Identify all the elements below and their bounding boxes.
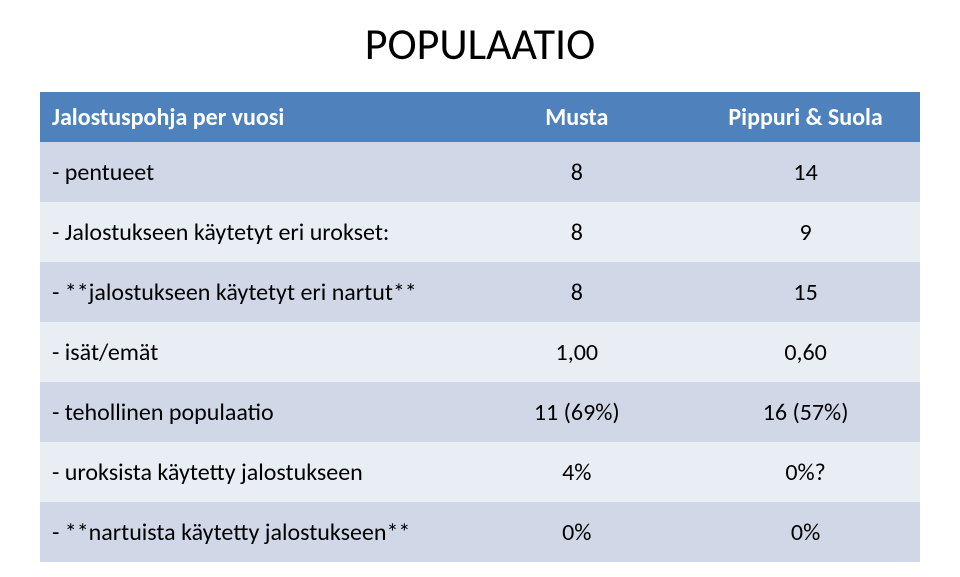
row-value: 0% [691,502,920,562]
col-header-0: Jalostuspohja per vuosi [40,92,462,142]
table-row: - **jalostukseen käytetyt eri nartut** 8… [40,262,920,322]
table-row: - Jalostukseen käytetyt eri urokset: 8 9 [40,202,920,262]
row-value: 0% [462,502,691,562]
col-header-1: Musta [462,92,691,142]
row-value: 14 [691,142,920,202]
row-value: 8 [462,142,691,202]
populaatio-table: Jalostuspohja per vuosi Musta Pippuri & … [40,92,920,562]
row-value: 11 (69%) [462,382,691,442]
row-value: 8 [462,262,691,322]
row-label: - uroksista käytetty jalostukseen [40,442,462,502]
row-label: - tehollinen populaatio [40,382,462,442]
table-row: - tehollinen populaatio 11 (69%) 16 (57%… [40,382,920,442]
row-label: - Jalostukseen käytetyt eri urokset: [40,202,462,262]
table-row: - uroksista käytetty jalostukseen 4% 0%? [40,442,920,502]
table-header-row: Jalostuspohja per vuosi Musta Pippuri & … [40,92,920,142]
row-value: 9 [691,202,920,262]
row-label: - pentueet [40,142,462,202]
row-value: 0,60 [691,322,920,382]
row-value: 8 [462,202,691,262]
table-body: - pentueet 8 14 - Jalostukseen käytetyt … [40,142,920,562]
slide-title: POPULAATIO [40,20,920,68]
row-label: - **jalostukseen käytetyt eri nartut** [40,262,462,322]
row-value: 0%? [691,442,920,502]
row-label: - **nartuista käytetty jalostukseen** [40,502,462,562]
table-row: - **nartuista käytetty jalostukseen** 0%… [40,502,920,562]
row-value: 1,00 [462,322,691,382]
table-row: - pentueet 8 14 [40,142,920,202]
row-value: 4% [462,442,691,502]
slide: POPULAATIO Jalostuspohja per vuosi Musta… [0,0,960,577]
col-header-2: Pippuri & Suola [691,92,920,142]
row-label: - isät/emät [40,322,462,382]
row-value: 15 [691,262,920,322]
table-header: Jalostuspohja per vuosi Musta Pippuri & … [40,92,920,142]
row-value: 16 (57%) [691,382,920,442]
table-row: - isät/emät 1,00 0,60 [40,322,920,382]
